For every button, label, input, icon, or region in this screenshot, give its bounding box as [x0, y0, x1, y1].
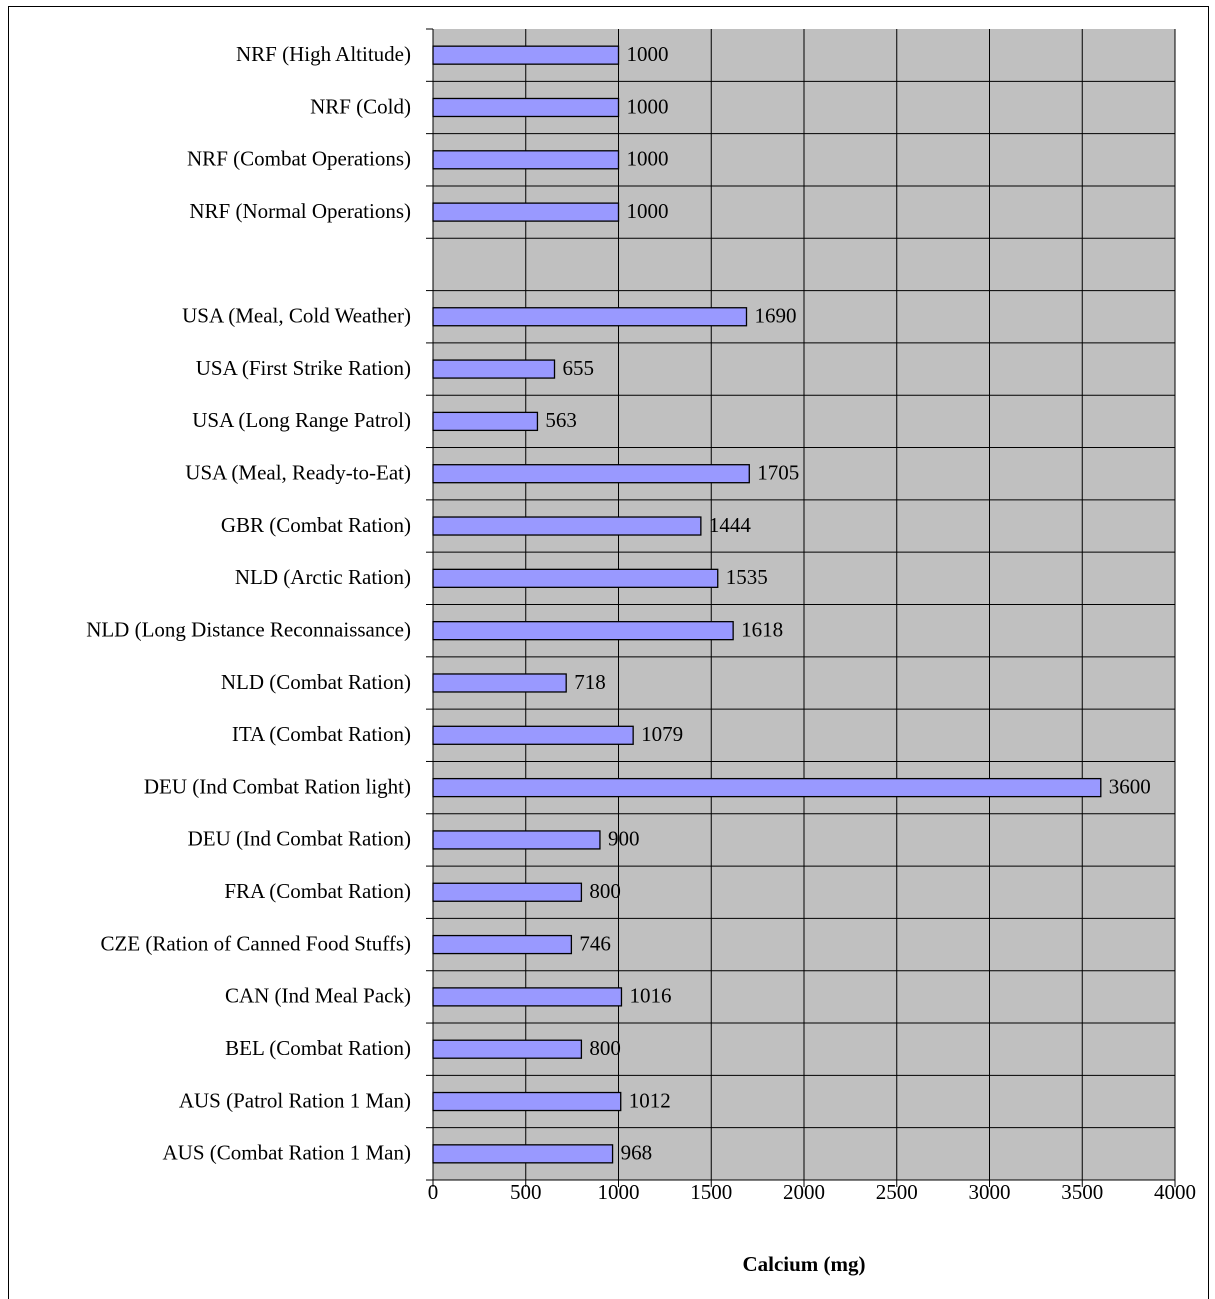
y-tick-label: NLD (Long Distance Reconnaissance)	[86, 617, 411, 641]
y-tick-label: ITA (Combat Ration)	[232, 722, 411, 746]
y-tick-label: USA (Meal, Cold Weather)	[182, 304, 411, 328]
y-tick-label: GBR (Combat Ration)	[221, 513, 411, 537]
data-label: 1535	[726, 565, 768, 589]
bar	[432, 987, 623, 1007]
data-label: 1000	[627, 94, 669, 118]
y-tick-label: CAN (Ind Meal Pack)	[225, 984, 411, 1008]
y-tick-label: NRF (High Altitude)	[236, 42, 411, 66]
data-label: 718	[574, 670, 606, 694]
data-label: 563	[545, 408, 577, 432]
data-label: 1444	[709, 513, 752, 537]
x-tick-label: 0	[428, 1180, 439, 1204]
bar	[432, 307, 748, 327]
y-tick-label: USA (Meal, Ready-to-Eat)	[185, 461, 411, 485]
data-label: 3600	[1109, 774, 1151, 798]
bar	[432, 673, 567, 693]
bar	[432, 1039, 583, 1059]
data-label: 746	[579, 931, 611, 955]
x-axis-title: Calcium (mg)	[742, 1252, 865, 1276]
y-tick-label: DEU (Ind Combat Ration light)	[144, 774, 411, 798]
data-label: 900	[608, 827, 640, 851]
x-tick-label: 3000	[969, 1180, 1011, 1204]
x-tick-label: 1500	[690, 1180, 732, 1204]
y-tick-label: CZE (Ration of Canned Food Stuffs)	[100, 931, 411, 955]
bar	[432, 830, 601, 850]
data-label: 968	[621, 1141, 653, 1165]
bar	[432, 45, 620, 65]
data-label: 1000	[627, 199, 669, 223]
bar	[432, 1144, 614, 1164]
bar	[432, 202, 620, 222]
bar	[432, 516, 702, 536]
bar	[432, 150, 620, 170]
data-label: 1618	[741, 617, 783, 641]
bar	[432, 934, 573, 955]
bar	[432, 411, 539, 432]
y-tick-label: FRA (Combat Ration)	[224, 879, 411, 903]
x-tick-label: 4000	[1154, 1180, 1196, 1204]
x-tick-label: 3500	[1061, 1180, 1103, 1204]
data-label: 1012	[629, 1088, 671, 1112]
y-tick-label: NRF (Combat Operations)	[187, 147, 411, 171]
x-tick-label: 500	[510, 1180, 542, 1204]
data-label: 800	[589, 1036, 621, 1060]
y-tick-label: AUS (Combat Ration 1 Man)	[163, 1141, 411, 1165]
data-label: 1016	[629, 984, 671, 1008]
y-tick-label: AUS (Patrol Ration 1 Man)	[179, 1088, 411, 1112]
bar	[432, 359, 556, 379]
x-tick-label: 2000	[783, 1180, 825, 1204]
bar	[432, 1091, 622, 1112]
y-tick-label: BEL (Combat Ration)	[225, 1036, 411, 1060]
y-tick-label: DEU (Ind Combat Ration)	[188, 827, 411, 851]
bar	[432, 621, 734, 641]
data-label: 1000	[627, 147, 669, 171]
bar	[432, 97, 620, 118]
y-tick-label: USA (Long Range Patrol)	[192, 408, 411, 432]
x-tick-label: 1000	[598, 1180, 640, 1204]
y-tick-label: NLD (Combat Ration)	[221, 670, 411, 694]
bar	[432, 882, 583, 902]
bar	[432, 725, 634, 745]
data-label: 1690	[754, 304, 796, 328]
bar	[432, 777, 1102, 798]
bar	[432, 464, 750, 484]
y-tick-label: USA (First Strike Ration)	[196, 356, 411, 380]
y-tick-label: NLD (Arctic Ration)	[235, 565, 411, 589]
data-label: 1000	[627, 42, 669, 66]
y-tick-label: NRF (Cold)	[310, 94, 411, 118]
bar	[432, 568, 719, 588]
data-label: 655	[563, 356, 595, 380]
data-label: 800	[589, 879, 621, 903]
x-tick-label: 2500	[876, 1180, 918, 1204]
y-tick-label: NRF (Normal Operations)	[189, 199, 411, 223]
data-label: 1079	[641, 722, 683, 746]
data-label: 1705	[757, 461, 799, 485]
